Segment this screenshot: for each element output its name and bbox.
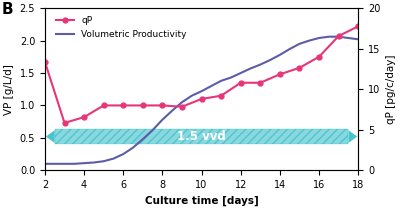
- X-axis label: Culture time [days]: Culture time [days]: [145, 196, 258, 206]
- Text: B: B: [2, 2, 14, 17]
- Bar: [55, 129, 348, 144]
- FancyArrow shape: [348, 129, 357, 144]
- Bar: [55, 129, 348, 144]
- Y-axis label: VP [g/L/d]: VP [g/L/d]: [4, 64, 14, 115]
- Y-axis label: qP [pg/c/day]: qP [pg/c/day]: [386, 54, 396, 124]
- FancyArrow shape: [46, 129, 56, 144]
- Text: 1.5 vvd: 1.5 vvd: [177, 130, 226, 143]
- Legend: qP, Volumetric Productivity: qP, Volumetric Productivity: [52, 13, 190, 42]
